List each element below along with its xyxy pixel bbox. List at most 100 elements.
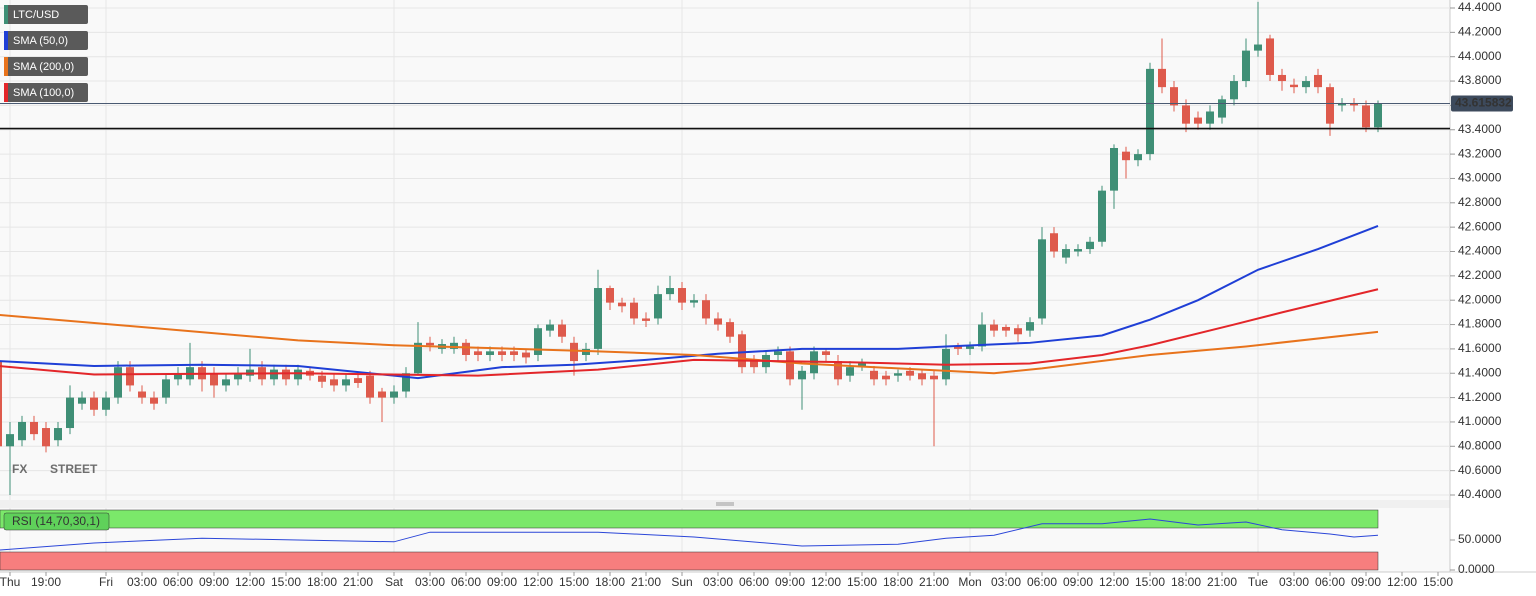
legend-box xyxy=(4,5,88,24)
candle-body xyxy=(798,370,806,380)
x-tick-label: 09:00 xyxy=(487,575,517,589)
candle-body xyxy=(678,288,686,303)
x-tick-label: 18:00 xyxy=(595,575,625,589)
candle-body xyxy=(642,318,650,321)
x-tick-label: Thu xyxy=(0,575,20,589)
candle-body xyxy=(390,391,398,398)
candle-body xyxy=(1206,111,1214,124)
candle-body xyxy=(834,361,842,380)
x-tick-label: 15:00 xyxy=(271,575,301,589)
candle-body xyxy=(1278,74,1286,82)
x-tick-label: 09:00 xyxy=(199,575,229,589)
x-tick-label: 15:00 xyxy=(1423,575,1453,589)
candle-body xyxy=(1170,87,1178,106)
candle-body xyxy=(990,324,998,331)
candle-body xyxy=(174,373,182,380)
pane-separator[interactable] xyxy=(0,500,1450,508)
x-tick-label: 12:00 xyxy=(235,575,265,589)
candle-body xyxy=(570,342,578,362)
legend-label: SMA (100,0) xyxy=(13,87,74,99)
x-tick-label: Tue xyxy=(1248,575,1269,589)
y-tick-label: 43.0000 xyxy=(1458,171,1502,185)
candle-body xyxy=(858,363,866,368)
candle-body xyxy=(882,375,890,380)
candle-body xyxy=(1014,328,1022,335)
watermark: STREET xyxy=(50,462,98,476)
oversold-zone xyxy=(0,551,1379,571)
x-tick-label: 21:00 xyxy=(919,575,949,589)
candle-body xyxy=(1122,151,1130,161)
x-tick-label: Mon xyxy=(958,575,981,589)
candle-body xyxy=(1350,102,1358,106)
candle-body xyxy=(786,351,794,380)
legend-label: SMA (50,0) xyxy=(13,35,68,47)
y-tick-label: 42.4000 xyxy=(1458,244,1502,258)
candle-body xyxy=(846,367,854,376)
candle-body xyxy=(42,428,50,447)
overbought-zone xyxy=(0,509,1379,529)
x-tick-label: 18:00 xyxy=(307,575,337,589)
candle-body xyxy=(102,397,110,410)
y-tick-label: 43.2000 xyxy=(1458,146,1502,160)
x-tick-label: 15:00 xyxy=(1135,575,1165,589)
candle-body xyxy=(1242,50,1250,82)
candle-body xyxy=(354,378,362,383)
x-tick-label: 21:00 xyxy=(631,575,661,589)
y-tick-label: 42.8000 xyxy=(1458,195,1502,209)
x-tick-label: 21:00 xyxy=(1207,575,1237,589)
y-tick-label: 40.6000 xyxy=(1458,463,1502,477)
legend-box xyxy=(4,83,88,102)
candle-body xyxy=(966,346,974,349)
y-tick-label: 44.4000 xyxy=(1458,0,1502,14)
candle-body xyxy=(450,342,458,349)
x-tick-label: 19:00 xyxy=(31,575,61,589)
candle-body xyxy=(294,369,302,380)
x-tick-label: 03:00 xyxy=(991,575,1021,589)
candle-body xyxy=(462,342,470,355)
candle-body xyxy=(498,351,506,355)
candle-body xyxy=(630,302,638,319)
candle-body xyxy=(618,302,626,307)
candle-body xyxy=(1110,148,1118,191)
y-tick-label: 42.2000 xyxy=(1458,268,1502,282)
x-tick-label: 06:00 xyxy=(1315,575,1345,589)
y-tick-label: 41.2000 xyxy=(1458,390,1502,404)
candle-body xyxy=(114,367,122,398)
x-tick-label: 06:00 xyxy=(739,575,769,589)
y-tick-label: 43.4000 xyxy=(1458,122,1502,136)
candle-body xyxy=(18,421,26,441)
candle-body xyxy=(1314,74,1322,88)
candle-body xyxy=(222,379,230,386)
sma-line xyxy=(0,288,1379,377)
candle-body xyxy=(930,375,938,380)
legend-swatch xyxy=(4,31,8,50)
sma-line xyxy=(0,224,1379,380)
x-tick-label: 09:00 xyxy=(775,575,805,589)
candle-body xyxy=(0,361,2,447)
candle-body xyxy=(1194,117,1202,124)
legend-swatch xyxy=(4,5,8,24)
candle-body xyxy=(750,361,758,368)
candle-body xyxy=(1302,81,1310,88)
candle-body xyxy=(414,342,422,374)
candle-body xyxy=(774,351,782,355)
x-tick-label: 12:00 xyxy=(1387,575,1417,589)
x-tick-label: 12:00 xyxy=(811,575,841,589)
candle-body xyxy=(918,373,926,380)
candle-body xyxy=(978,324,986,347)
candle-body xyxy=(558,324,566,337)
candle-body xyxy=(510,351,518,355)
candle-body xyxy=(702,300,710,319)
rsi-legend: RSI (14,70,30,1) xyxy=(12,514,100,528)
x-tick-label: 03:00 xyxy=(127,575,157,589)
candle-body xyxy=(654,294,662,319)
x-tick-label: 03:00 xyxy=(415,575,445,589)
candle-body xyxy=(78,397,86,404)
candle-body xyxy=(1158,68,1166,88)
candle-body xyxy=(1098,190,1106,242)
x-tick-label: 06:00 xyxy=(451,575,481,589)
candle-body xyxy=(126,367,134,386)
x-tick-label: 09:00 xyxy=(1351,575,1381,589)
candle-body xyxy=(906,370,914,376)
